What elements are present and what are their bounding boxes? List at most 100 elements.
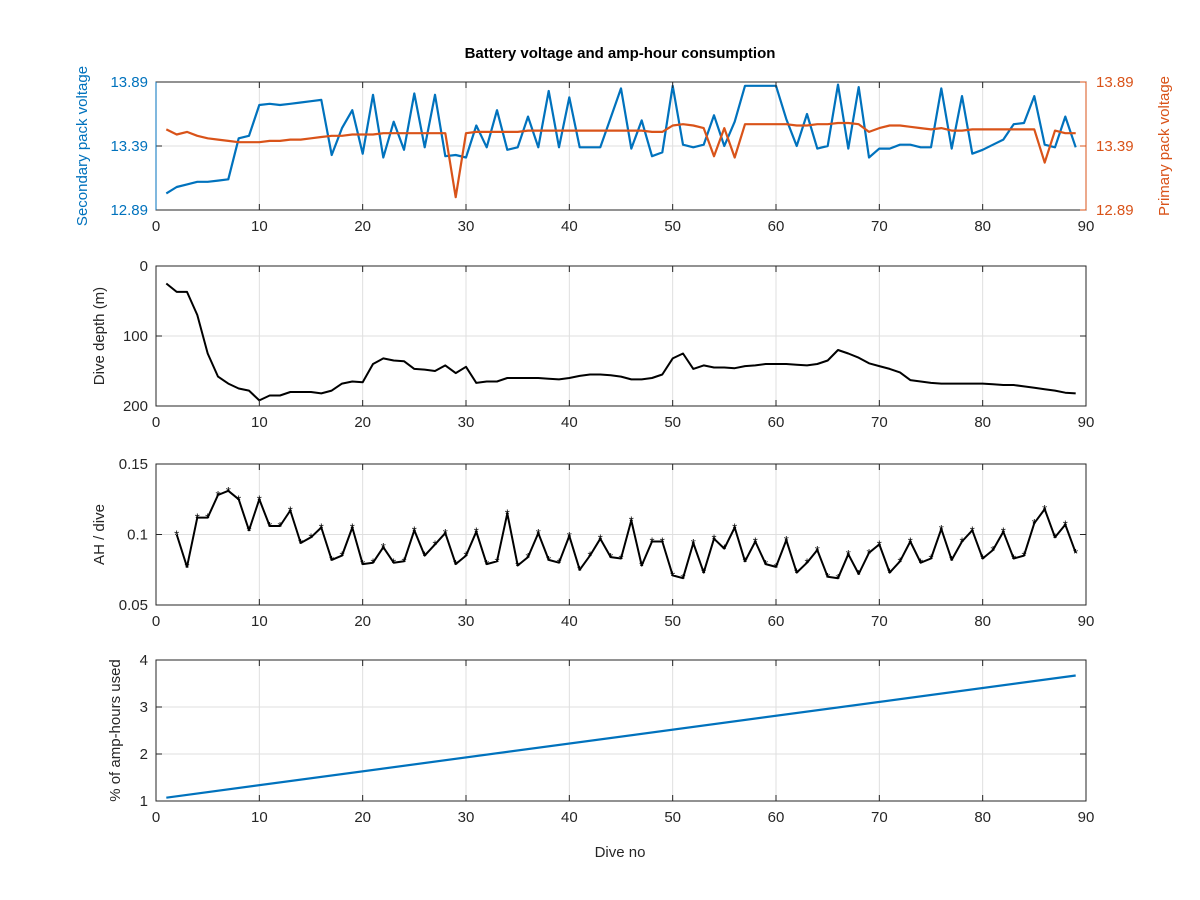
data-point: *	[598, 532, 603, 547]
series-line-left	[165, 83, 1077, 195]
y-tick-label: 12.89	[110, 202, 148, 219]
chart-title: Battery voltage and amp-hour consumption	[465, 45, 776, 62]
series-line-s0	[166, 674, 1076, 799]
data-point: *	[660, 535, 665, 550]
data-point: *	[763, 557, 768, 572]
y-tick-label: 1	[140, 793, 148, 810]
data-point: *	[370, 556, 375, 571]
data-point: *	[670, 568, 675, 583]
x-tick-label: 30	[458, 613, 475, 630]
x-tick-label: 10	[251, 414, 268, 431]
panels: 0 10 20 30 40 50 60 70 80 9012.8913.3913.89Second…	[74, 66, 1173, 826]
y2-tick-label: 13.39	[1096, 138, 1134, 155]
data-point: *	[308, 530, 313, 545]
data-point: *	[329, 553, 334, 568]
x-tick-label: 30	[458, 809, 475, 826]
data-point: *	[494, 554, 499, 569]
y-axis-label: % of amp-hours used	[107, 659, 124, 802]
y2-tick-label: 13.89	[1096, 74, 1134, 91]
series-line-s0	[165, 282, 1076, 402]
data-point: *	[1063, 518, 1068, 533]
x-tick-label: 10	[251, 613, 268, 630]
x-tick-label: 90	[1078, 809, 1095, 826]
data-point: *	[267, 519, 272, 534]
data-point: *	[980, 551, 985, 566]
data-point: *	[939, 522, 944, 537]
y2-axis-label: Primary pack voltage	[1156, 76, 1173, 216]
data-point: *	[1021, 549, 1026, 564]
y-tick-label: 0.05	[119, 597, 148, 614]
x-tick-label: 20	[354, 809, 371, 826]
x-tick-label: 20	[354, 218, 371, 235]
x-tick-label: 60	[768, 414, 785, 431]
data-point: *	[629, 513, 634, 528]
data-point: *	[804, 556, 809, 571]
data-point: *	[401, 554, 406, 569]
data-point: *	[339, 549, 344, 564]
y-axis-label: Dive depth (m)	[91, 287, 108, 385]
y-tick-label: 100	[123, 328, 148, 345]
x-tick-label: 30	[458, 414, 475, 431]
data-point: *	[195, 511, 200, 526]
data-point: *	[453, 557, 458, 572]
data-point: *	[546, 553, 551, 568]
data-point: *	[866, 546, 871, 561]
data-point: *	[815, 543, 820, 558]
data-point: *	[918, 556, 923, 571]
data-point: *	[391, 556, 396, 571]
data-point: *	[505, 506, 510, 521]
data-point: *	[246, 523, 251, 538]
data-point: *	[701, 566, 706, 581]
data-point: *	[515, 559, 520, 574]
data-point: *	[587, 549, 592, 564]
y-tick-label: 2	[140, 746, 148, 763]
panel-2: 0 10 20 30 40 50 60 70 80 90 0 100 200 Dive depth (m)	[91, 258, 1094, 431]
x-tick-label: 50	[664, 218, 681, 235]
data-point: *	[970, 523, 975, 538]
data-point: *	[784, 533, 789, 548]
x-tick-label: 60	[768, 218, 785, 235]
panel-3: * * * * * * * * * * * * * * * * * * * * * * * * * * * * * * * * * * * * * * * *…	[91, 456, 1094, 630]
y-tick-label: 3	[140, 699, 148, 716]
data-point: *	[174, 528, 179, 543]
x-tick-label: 40	[561, 809, 578, 826]
data-point: *	[928, 551, 933, 566]
x-tick-label: 10	[251, 218, 268, 235]
data-point: *	[205, 511, 210, 526]
data-point: *	[1001, 525, 1006, 540]
panel-1: 0 10 20 30 40 50 60 70 80 9012.8913.3913.89Second…	[74, 66, 1173, 235]
x-tick-label: 0	[152, 414, 160, 431]
data-point: *	[711, 532, 716, 547]
y2-tick-label: 12.89	[1096, 202, 1134, 219]
data-point: *	[288, 504, 293, 519]
x-tick-label: 70	[871, 414, 888, 431]
data-point: *	[412, 523, 417, 538]
data-point: *	[381, 540, 386, 555]
data-point: *	[722, 542, 727, 557]
data-point: *	[680, 571, 685, 586]
series-line-right	[165, 121, 1076, 199]
x-tick-label: 50	[664, 613, 681, 630]
y-tick-label: 13.39	[110, 138, 148, 155]
data-point: *	[319, 520, 324, 535]
data-point: *	[908, 535, 913, 550]
data-point: *	[236, 492, 241, 507]
x-tick-label: 30	[458, 218, 475, 235]
y-tick-label: 4	[140, 652, 148, 669]
y-tick-label: 0	[140, 258, 148, 275]
x-tick-label: 0	[152, 218, 160, 235]
x-tick-label: 80	[974, 414, 991, 431]
data-point: *	[536, 526, 541, 541]
x-tick-label: 80	[974, 613, 991, 630]
data-point: *	[794, 566, 799, 581]
x-tick-label: 90	[1078, 613, 1095, 630]
x-tick-label: 20	[354, 414, 371, 431]
data-point: *	[773, 560, 778, 575]
data-point: *	[215, 488, 220, 503]
y-tick-label: 200	[123, 398, 148, 415]
y-axis-label: AH / dive	[91, 504, 108, 565]
x-tick-label: 90	[1078, 414, 1095, 431]
x-tick-label: 60	[768, 613, 785, 630]
data-point: *	[856, 567, 861, 582]
